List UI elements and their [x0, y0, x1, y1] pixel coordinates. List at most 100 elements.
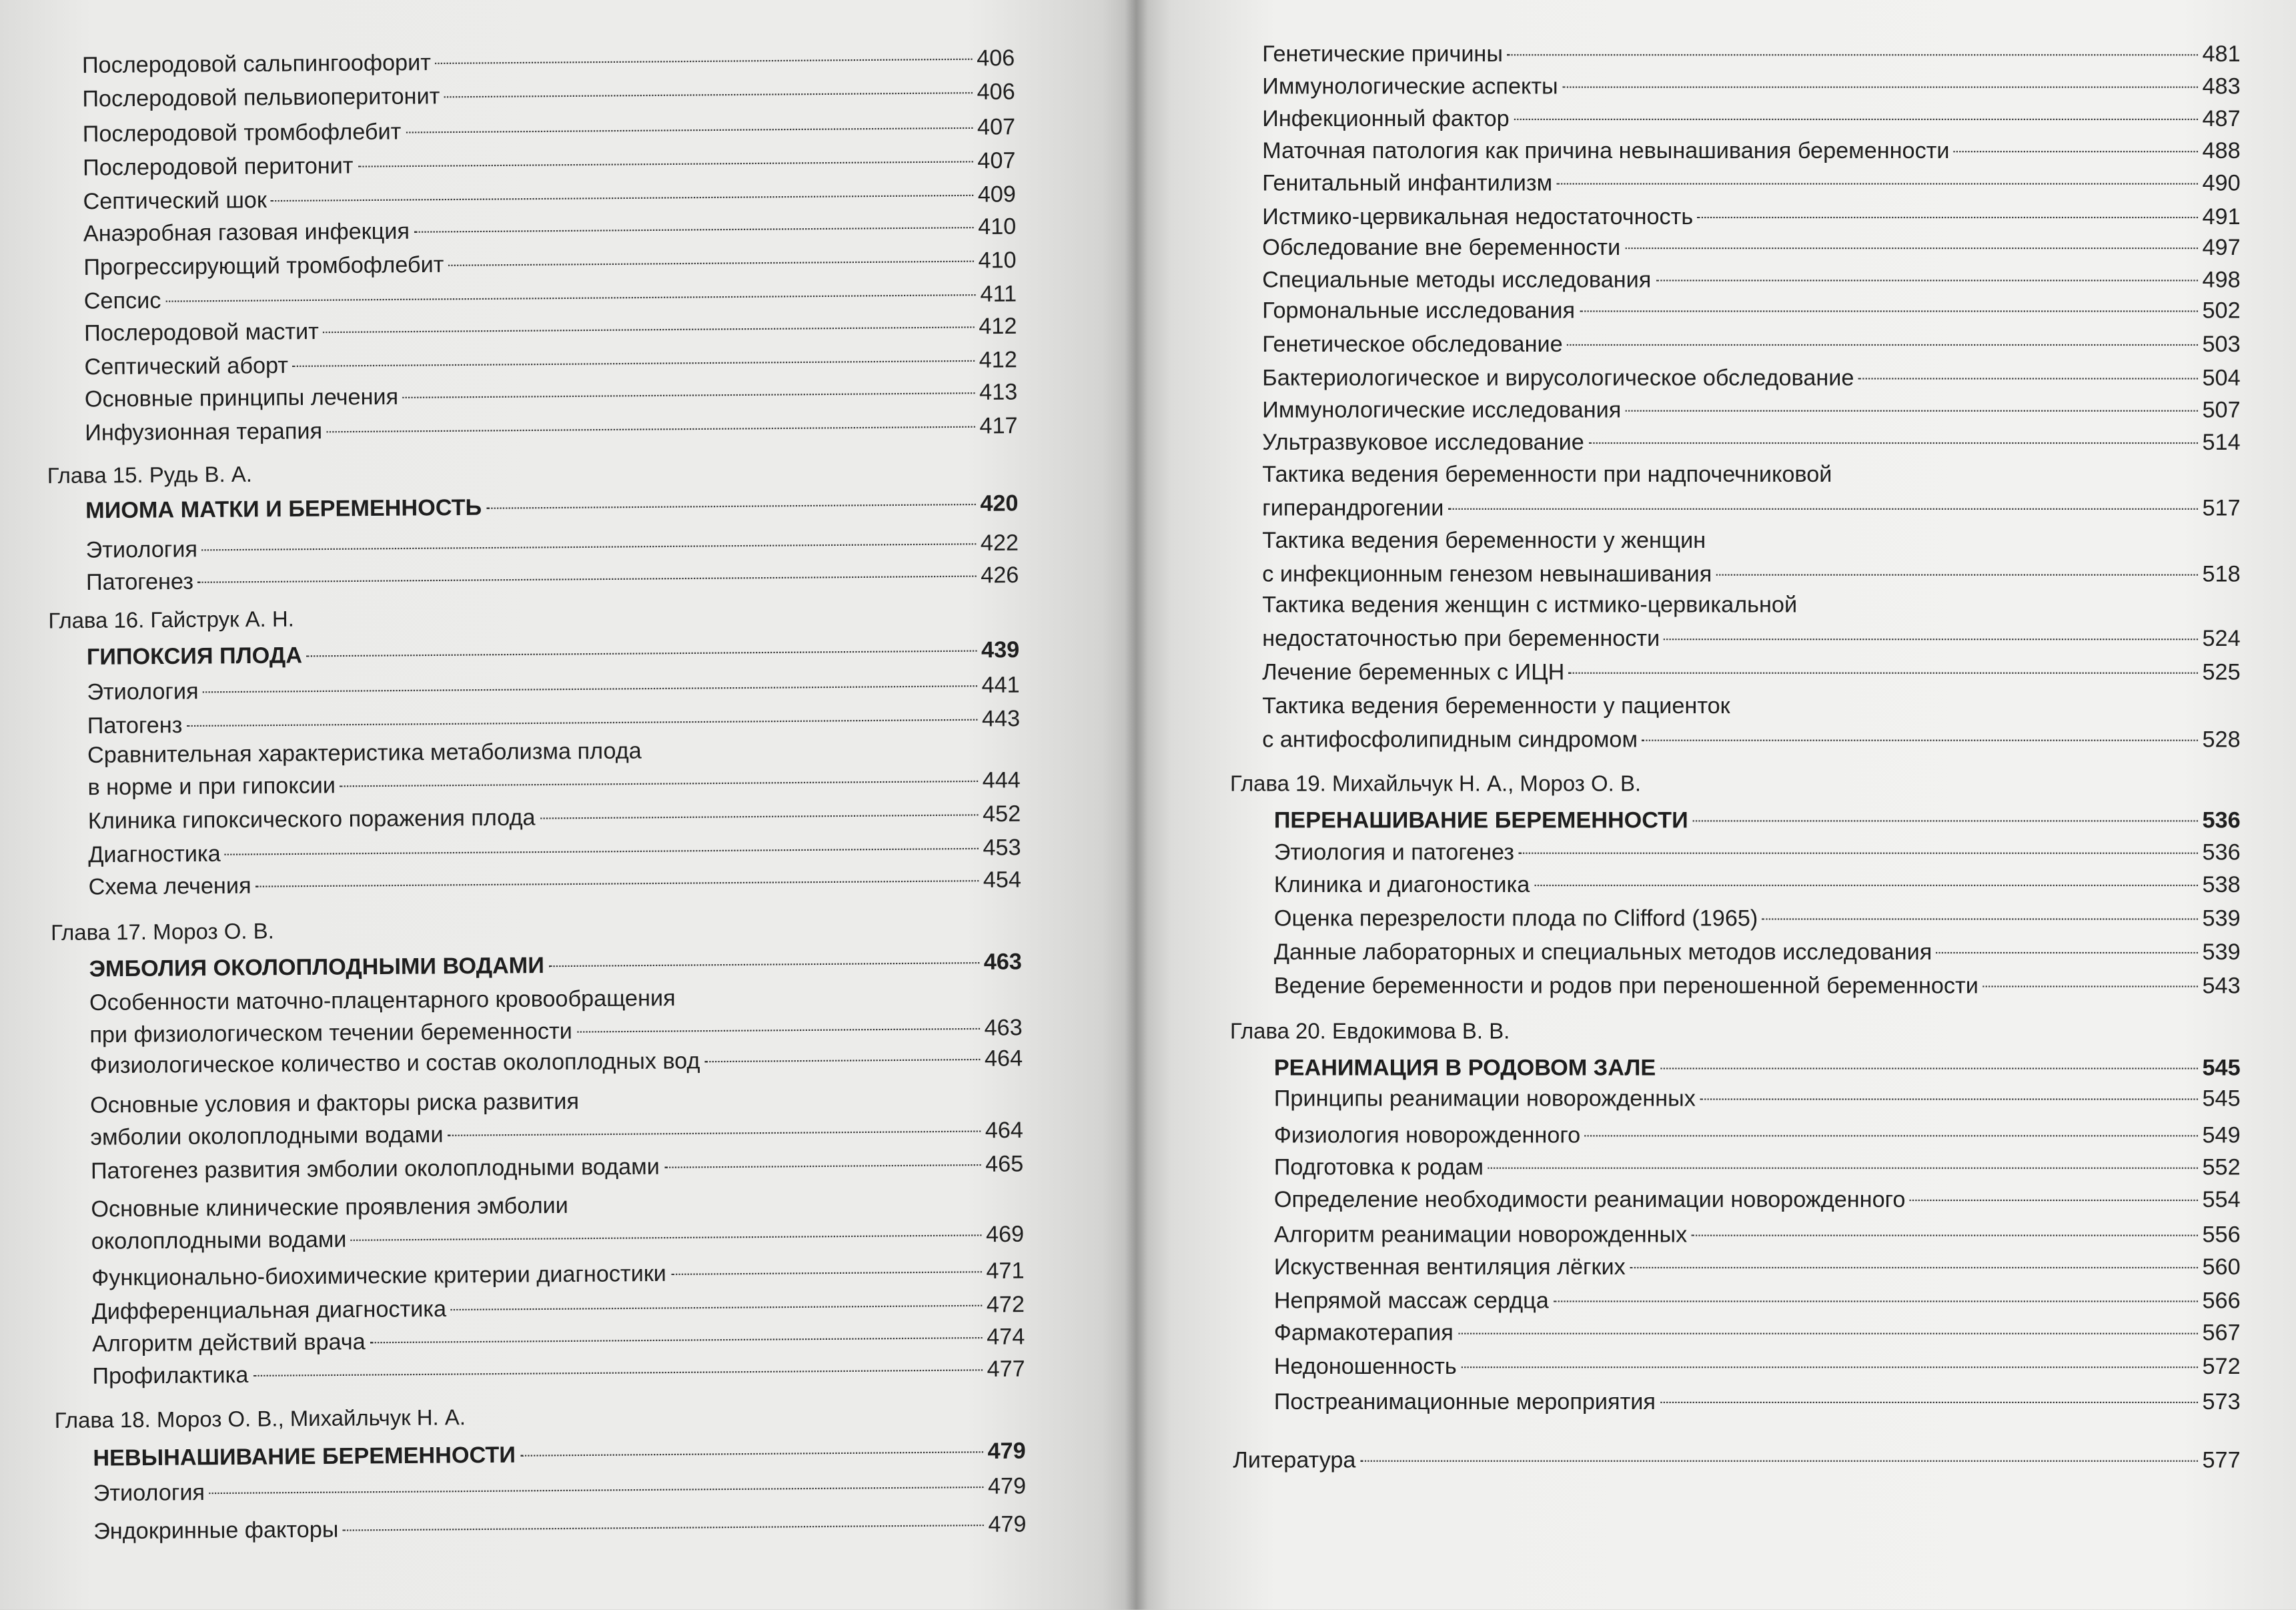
page-number: 498 — [2202, 268, 2241, 294]
toc-entry: Инфекционный фактор 487 — [1262, 107, 2240, 133]
dot-leader — [1567, 344, 2198, 346]
entry-title: Прогрессирующий тромбофлебит — [83, 253, 444, 281]
page-number: 452 — [982, 802, 1021, 828]
page-number: 479 — [987, 1439, 1026, 1465]
dot-leader — [252, 1369, 983, 1377]
entry-title: Профилактика — [92, 1363, 249, 1390]
page-number: 491 — [2202, 205, 2241, 230]
toc-entry: Обследование вне беременности 497 — [1262, 236, 2240, 262]
dot-leader — [1553, 1300, 2198, 1302]
toc-entry: Дифференциальная диагностика 472 — [92, 1293, 1025, 1326]
page-number: 469 — [985, 1222, 1025, 1248]
page-number: 413 — [979, 380, 1018, 406]
entry-title: Дифференциальная диагностика — [91, 1297, 447, 1325]
toc-entry: Этиология 441 — [87, 673, 1020, 707]
entry-title: Основные клинические проявления эмболии — [91, 1194, 569, 1223]
entry-title: Этиология и патогенез — [1273, 841, 1515, 866]
dot-leader — [1858, 378, 2198, 380]
toc-entry: Принципы реанимации новорожденных 545 — [1274, 1087, 2241, 1114]
toc-entry: Фармакотерапия 567 — [1274, 1321, 2241, 1348]
entry-title: Септический шок — [83, 188, 267, 215]
page-number: 483 — [2202, 74, 2241, 100]
entry-title: МИОМА МАТКИ И БЕРЕМЕННОСТЬ — [85, 496, 482, 524]
chapter-title-entry: ГИПОКСИЯ ПЛОДА 439 — [87, 638, 1020, 671]
entry-title: Истмико-цервикальная недостаточность — [1262, 205, 1694, 230]
page-number: 487 — [2202, 107, 2241, 132]
page-number: 406 — [976, 46, 1015, 72]
page-number: 567 — [2202, 1321, 2241, 1346]
dot-leader — [1461, 1366, 2198, 1368]
entry-title: Генитальный инфантилизм — [1262, 171, 1553, 197]
page-number: 465 — [985, 1152, 1024, 1178]
toc-entry: Этиология 479 — [93, 1475, 1027, 1508]
page-number: 514 — [2202, 430, 2241, 456]
toc-entry: с антифосфолипидным синдромом 528 — [1262, 728, 2240, 755]
entry-title: Послеродовой сальпингоофорит — [81, 51, 432, 79]
toc-entry: Особенности маточно-плацентарного кровоо… — [89, 983, 1023, 1017]
page-number: 566 — [2202, 1288, 2241, 1314]
entry-title: Патогенез — [85, 570, 194, 596]
dot-leader — [1360, 1460, 2198, 1462]
toc-entry: Алгоритм действий врача 474 — [92, 1325, 1025, 1358]
toc-entry: Иммунологические аспекты 483 — [1262, 75, 2240, 101]
page-number: 463 — [984, 1016, 1023, 1042]
toc-entry: Этиология и патогенез 536 — [1274, 841, 2241, 867]
entry-title: Физиологическое количество и состав окол… — [89, 1049, 700, 1080]
left-toc: Послеродовой сальпингоофорит 406 Послеродо… — [0, 0, 1136, 1610]
entry-title: Анаэробная газовая инфекция — [83, 220, 410, 248]
page-number: 410 — [978, 248, 1017, 274]
page-number: 444 — [982, 768, 1021, 794]
entry-title: Непрямой массаж сердца — [1273, 1288, 1549, 1314]
entry-title: Генетические причины — [1262, 42, 1503, 67]
toc-entry: Основные условия и факторы риска развити… — [90, 1086, 1023, 1120]
toc-entry: Септический аборт 412 — [84, 348, 1017, 382]
entry-title: с инфекционным генезом невынашивания — [1262, 562, 1712, 588]
entry-title: Сепсис — [83, 289, 161, 315]
dot-leader — [306, 650, 977, 657]
toc-entry: Послеродовой сальпингоофорит 406 — [82, 47, 1015, 80]
entry-title: Глава 15. Рудь В. А. — [47, 462, 253, 489]
toc-entry: Генетическое обследование 503 — [1262, 332, 2240, 359]
dot-leader — [255, 880, 979, 887]
entry-title: Патогенез развития эмболии околоплодными… — [90, 1155, 660, 1185]
page-number: 524 — [2202, 627, 2241, 652]
toc-entry: Физиология новорожденного 549 — [1274, 1124, 2241, 1150]
toc-entry: Истмико-цервикальная недостаточность 491 — [1262, 205, 2240, 232]
dot-leader — [1664, 639, 2198, 641]
page-number: 471 — [986, 1259, 1025, 1284]
dot-leader — [1642, 739, 2198, 741]
entry-title: в норме и при гипоксии — [87, 773, 336, 801]
dot-leader — [323, 326, 975, 334]
dot-leader — [1625, 410, 2198, 412]
entry-title: Патогенз — [87, 713, 183, 739]
toc-entry: Основные принципы лечения 413 — [85, 380, 1018, 414]
right-toc: Генетические причины 481 Иммунологические … — [1136, 0, 2296, 1610]
dot-leader — [358, 161, 973, 167]
dot-leader — [704, 1058, 981, 1063]
entry-title: Этиология — [85, 537, 198, 564]
page-number: 504 — [2202, 366, 2241, 392]
page-number: 412 — [979, 348, 1017, 374]
page-number: 573 — [2202, 1390, 2241, 1415]
dot-leader — [1556, 183, 2198, 185]
dot-leader — [197, 575, 977, 583]
entry-title: Сравнительная характеристика метаболизма… — [87, 739, 642, 769]
page-number: 409 — [977, 182, 1017, 208]
dot-leader — [1568, 672, 2198, 674]
dot-leader — [540, 814, 979, 819]
entry-title: Эндокринные факторы — [93, 1517, 339, 1545]
entry-title: Глава 16. Гайструк А. Н. — [48, 607, 294, 635]
page-number: 417 — [979, 414, 1018, 440]
entry-title: ПЕРЕНАШИВАНИЕ БЕРЕМЕННОСТИ — [1273, 808, 1688, 834]
toc-entry: Данные лабораторных и специальных методо… — [1274, 940, 2241, 967]
toc-entry: Патогенез 426 — [86, 563, 1019, 596]
dot-leader — [450, 1304, 983, 1311]
chapter-heading: Глава 19. Михайльчук Н. А., Мороз О. В. — [1230, 772, 1641, 799]
toc-entry: Сравнительная характеристика метаболизма… — [87, 736, 1021, 769]
entry-title: Послеродовой тромбофлебит — [82, 119, 402, 148]
page-number: 497 — [2202, 236, 2241, 261]
entry-title: Послеродовой мастит — [83, 320, 320, 347]
page-number: 560 — [2202, 1255, 2241, 1280]
entry-title: недостаточностью при беременности — [1262, 627, 1660, 652]
